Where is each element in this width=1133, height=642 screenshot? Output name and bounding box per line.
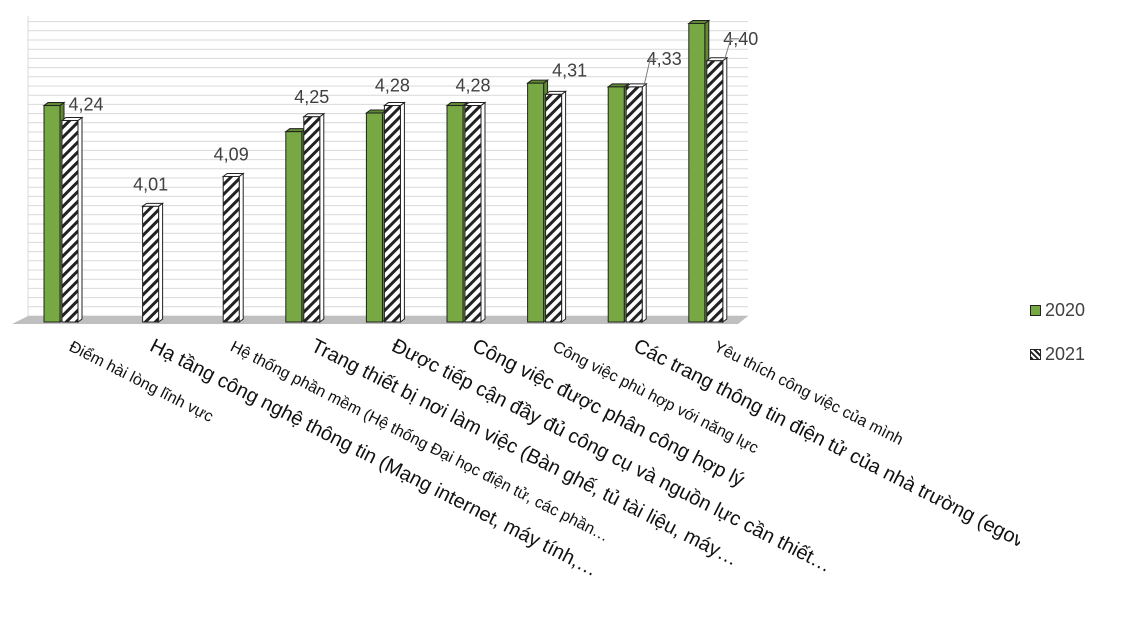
bar-2021-side bbox=[77, 116, 83, 323]
bar-2020 bbox=[606, 82, 630, 323]
category-label: Điểm hài lòng lĩnh vực bbox=[66, 338, 216, 426]
bar-2021-side bbox=[561, 90, 567, 323]
bar-2021-front bbox=[545, 93, 563, 323]
bar-2021-side bbox=[319, 112, 325, 323]
bar-2021-front bbox=[383, 105, 401, 323]
bar-2020 bbox=[445, 101, 469, 323]
bar-2021-side bbox=[480, 101, 486, 323]
bar-2021-front bbox=[142, 205, 160, 323]
legend-item-2021: 2021 bbox=[1030, 332, 1085, 376]
bar-2021-front bbox=[222, 175, 240, 323]
bar-2021-front bbox=[464, 105, 482, 323]
data-label: 4,40 bbox=[723, 29, 758, 49]
bar-2021 bbox=[141, 202, 165, 323]
bar-2020 bbox=[364, 109, 388, 323]
bar-2021-side bbox=[641, 82, 647, 323]
data-label: 4,01 bbox=[133, 174, 168, 194]
bar-2021-side bbox=[722, 56, 728, 323]
legend-label-2020: 2020 bbox=[1045, 299, 1086, 320]
bar-2020-front bbox=[285, 131, 303, 323]
bar-2021-side bbox=[238, 172, 244, 323]
data-label: 4,28 bbox=[455, 76, 490, 96]
bar-2021 bbox=[624, 82, 648, 323]
bar-2021 bbox=[60, 116, 84, 323]
legend-label-2021: 2021 bbox=[1045, 343, 1086, 364]
bar-2020-front bbox=[446, 105, 464, 323]
legend: 2020 2021 bbox=[1030, 288, 1085, 376]
bar-2020-front bbox=[43, 105, 61, 323]
bar-2020-front bbox=[607, 86, 625, 323]
bar-2021-front bbox=[625, 86, 643, 323]
data-label: 4,33 bbox=[647, 49, 682, 69]
bar-2021 bbox=[705, 56, 729, 323]
bar-2021 bbox=[221, 172, 245, 323]
leader-line bbox=[643, 58, 659, 86]
bar-2020 bbox=[42, 101, 66, 323]
bar-2021 bbox=[302, 112, 326, 323]
bar-2020-front bbox=[527, 82, 545, 323]
data-label: 4,31 bbox=[552, 60, 587, 80]
bar-2020-front bbox=[688, 22, 706, 323]
bar-2020 bbox=[526, 79, 550, 323]
bar-2021 bbox=[463, 101, 487, 323]
bar-2020 bbox=[284, 127, 308, 323]
bar-2021-side bbox=[158, 202, 164, 323]
bars bbox=[42, 19, 729, 323]
bar-2021-side bbox=[399, 101, 405, 323]
leader-line bbox=[724, 38, 739, 59]
data-label: 4,28 bbox=[375, 76, 410, 96]
legend-swatch-2021 bbox=[1030, 348, 1041, 360]
bar-chart: 4,24 4,01 4,09 4,25 4,28 4,28 4,31 4,33 4,40 Điể… bbox=[12, 16, 1020, 581]
bar-2020-front bbox=[365, 112, 383, 323]
data-label: 4,24 bbox=[68, 94, 103, 114]
bar-2021-front bbox=[706, 60, 724, 323]
data-labels: 4,24 4,01 4,09 4,25 4,28 4,28 4,31 4,33 4,40 bbox=[68, 29, 758, 195]
bar-2021 bbox=[382, 101, 406, 323]
bar-2021-front bbox=[61, 119, 79, 323]
bar-2021 bbox=[544, 90, 568, 323]
legend-item-2020: 2020 bbox=[1030, 288, 1085, 332]
bar-2020 bbox=[687, 19, 711, 323]
data-label: 4,25 bbox=[294, 87, 329, 107]
bar-2021-front bbox=[303, 116, 321, 323]
legend-swatch-2020 bbox=[1030, 304, 1041, 316]
data-label: 4,09 bbox=[214, 144, 249, 164]
